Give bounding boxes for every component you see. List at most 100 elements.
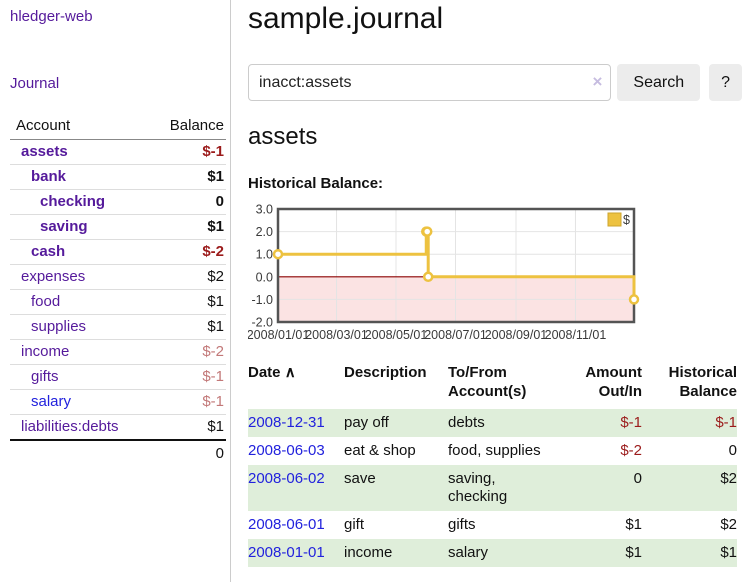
account-balance: $1 xyxy=(147,164,226,190)
register-header-description: Description xyxy=(344,364,427,381)
svg-text:2008/01/01: 2008/01/01 xyxy=(248,328,309,342)
journal-link[interactable]: Journal xyxy=(10,75,60,92)
account-row: cash $-2 xyxy=(10,239,226,265)
transaction-balance: $-1 xyxy=(715,414,737,431)
transaction-description: save xyxy=(344,470,376,487)
account-row: expenses $2 xyxy=(10,264,226,290)
account-balance: $2 xyxy=(147,264,226,290)
svg-text:2008/11/01: 2008/11/01 xyxy=(545,328,607,342)
accounts-total-value: 0 xyxy=(147,439,226,466)
account-balance: $-1 xyxy=(147,389,226,415)
svg-text:3.0: 3.0 xyxy=(256,203,273,217)
account-row: saving $1 xyxy=(10,214,226,240)
account-link[interactable]: food xyxy=(31,293,61,310)
account-link[interactable]: supplies xyxy=(31,318,87,335)
transaction-accounts: debts xyxy=(448,414,485,431)
help-button[interactable]: ? xyxy=(709,64,742,101)
account-link[interactable]: bank xyxy=(31,168,67,185)
search-form: × Search ? xyxy=(248,64,742,101)
sidebar: hledger-web Journal Account Balance asse… xyxy=(0,0,231,582)
transaction-balance: 0 xyxy=(728,442,737,459)
main-content: sample.journal × Search ? assets Histori… xyxy=(248,0,742,567)
account-row: checking 0 xyxy=(10,189,226,215)
svg-text:-1.0: -1.0 xyxy=(251,293,273,307)
svg-text:2008/07/01: 2008/07/01 xyxy=(424,328,487,342)
transaction-amount: $-2 xyxy=(620,442,642,459)
account-row: food $1 xyxy=(10,289,226,315)
transaction-row: 2008-06-03 eat & shop food, supplies $-2 0 xyxy=(248,437,737,465)
transaction-accounts: saving, checking xyxy=(448,470,508,505)
transaction-amount: 0 xyxy=(633,470,642,487)
account-row: supplies $1 xyxy=(10,314,226,340)
transaction-accounts: salary xyxy=(448,544,489,561)
transaction-row: 2008-06-02 save saving, checking 0 $2 xyxy=(248,465,737,511)
transaction-balance: $1 xyxy=(720,544,737,561)
transaction-row: 2008-01-01 income salary $1 $1 xyxy=(248,539,737,567)
svg-text:2008/03/01: 2008/03/01 xyxy=(305,328,368,342)
transaction-description: gift xyxy=(344,516,365,533)
register-table: Date ∧ Description To/From Account(s) Am… xyxy=(248,359,737,567)
account-link[interactable]: income xyxy=(21,343,70,360)
accounts-total-row: 0 xyxy=(10,439,226,466)
transaction-date-link[interactable]: 2008-06-03 xyxy=(248,442,325,459)
svg-text:2008/09/01: 2008/09/01 xyxy=(485,328,548,342)
transaction-date-link[interactable]: 2008-12-31 xyxy=(248,414,325,431)
transaction-date-link[interactable]: 2008-06-02 xyxy=(248,470,325,487)
transaction-row: 2008-12-31 pay off debts $-1 $-1 xyxy=(248,409,737,437)
account-link[interactable]: assets xyxy=(21,143,68,160)
chart-title: Historical Balance: xyxy=(248,175,384,192)
historical-balance-chart: $3.0 2.0 1.0 0.0 -1.0 -2.02008/01/012008/03/0… xyxy=(248,203,640,342)
transaction-description: eat & shop xyxy=(344,442,416,459)
svg-text:0.0: 0.0 xyxy=(256,270,273,284)
account-link[interactable]: cash xyxy=(31,243,66,260)
accounts-header-balance: Balance xyxy=(147,113,226,140)
transaction-balance: $2 xyxy=(720,470,737,487)
svg-text:2008/05/01: 2008/05/01 xyxy=(365,328,428,342)
account-balance: $-2 xyxy=(147,339,226,365)
svg-text:2.0: 2.0 xyxy=(256,225,273,239)
accounts-header-account: Account xyxy=(10,113,148,140)
account-row: bank $1 xyxy=(10,164,226,190)
account-balance: $-2 xyxy=(147,239,226,265)
transaction-date-link[interactable]: 2008-06-01 xyxy=(248,516,325,533)
account-balance: $1 xyxy=(147,314,226,340)
svg-text:$: $ xyxy=(623,213,630,227)
accounts-table: Account Balance assets $-1 bank $1 checking 0… xyxy=(10,113,226,466)
account-link[interactable]: saving xyxy=(40,218,88,235)
search-input[interactable] xyxy=(248,64,612,101)
account-row: income $-2 xyxy=(10,339,226,365)
clear-search-icon[interactable]: × xyxy=(592,72,603,91)
register-header-accounts: To/From Account(s) xyxy=(448,364,527,400)
account-link[interactable]: salary xyxy=(31,393,72,410)
transaction-amount: $1 xyxy=(625,516,642,533)
account-row: salary $-1 xyxy=(10,389,226,415)
account-balance: $-1 xyxy=(202,143,224,160)
register-header-balance: Historical Balance xyxy=(668,364,737,400)
transaction-accounts: gifts xyxy=(448,516,476,533)
account-row: assets $-1 xyxy=(10,140,226,165)
account-link[interactable]: liabilities:debts xyxy=(21,418,119,435)
account-balance: $1 xyxy=(147,289,226,315)
account-row: gifts $-1 xyxy=(10,364,226,390)
transaction-description: pay off xyxy=(344,414,389,431)
account-balance: $1 xyxy=(147,414,226,440)
account-heading: assets xyxy=(248,123,318,150)
register-header-amount: Amount Out/In xyxy=(585,364,642,400)
account-link[interactable]: gifts xyxy=(31,368,59,385)
account-link[interactable]: expenses xyxy=(21,268,86,285)
account-link[interactable]: checking xyxy=(40,193,106,210)
page-title: sample.journal xyxy=(248,2,444,35)
account-row: liabilities:debts $1 xyxy=(10,414,226,440)
search-button[interactable]: Search xyxy=(617,64,701,101)
register-header-date[interactable]: Date ∧ xyxy=(248,364,296,381)
transaction-accounts: food, supplies xyxy=(448,442,541,459)
transaction-date-link[interactable]: 2008-01-01 xyxy=(248,544,325,561)
sort-ascending-icon[interactable]: ∧ xyxy=(284,364,296,381)
account-balance: $-1 xyxy=(147,364,226,390)
transaction-amount: $1 xyxy=(625,544,642,561)
transaction-row: 2008-06-01 gift gifts $1 $2 xyxy=(248,511,737,539)
app-title-link[interactable]: hledger-web xyxy=(10,8,93,25)
svg-text:1.0: 1.0 xyxy=(256,248,273,262)
transaction-description: income xyxy=(344,544,393,561)
account-balance: $1 xyxy=(147,214,226,240)
